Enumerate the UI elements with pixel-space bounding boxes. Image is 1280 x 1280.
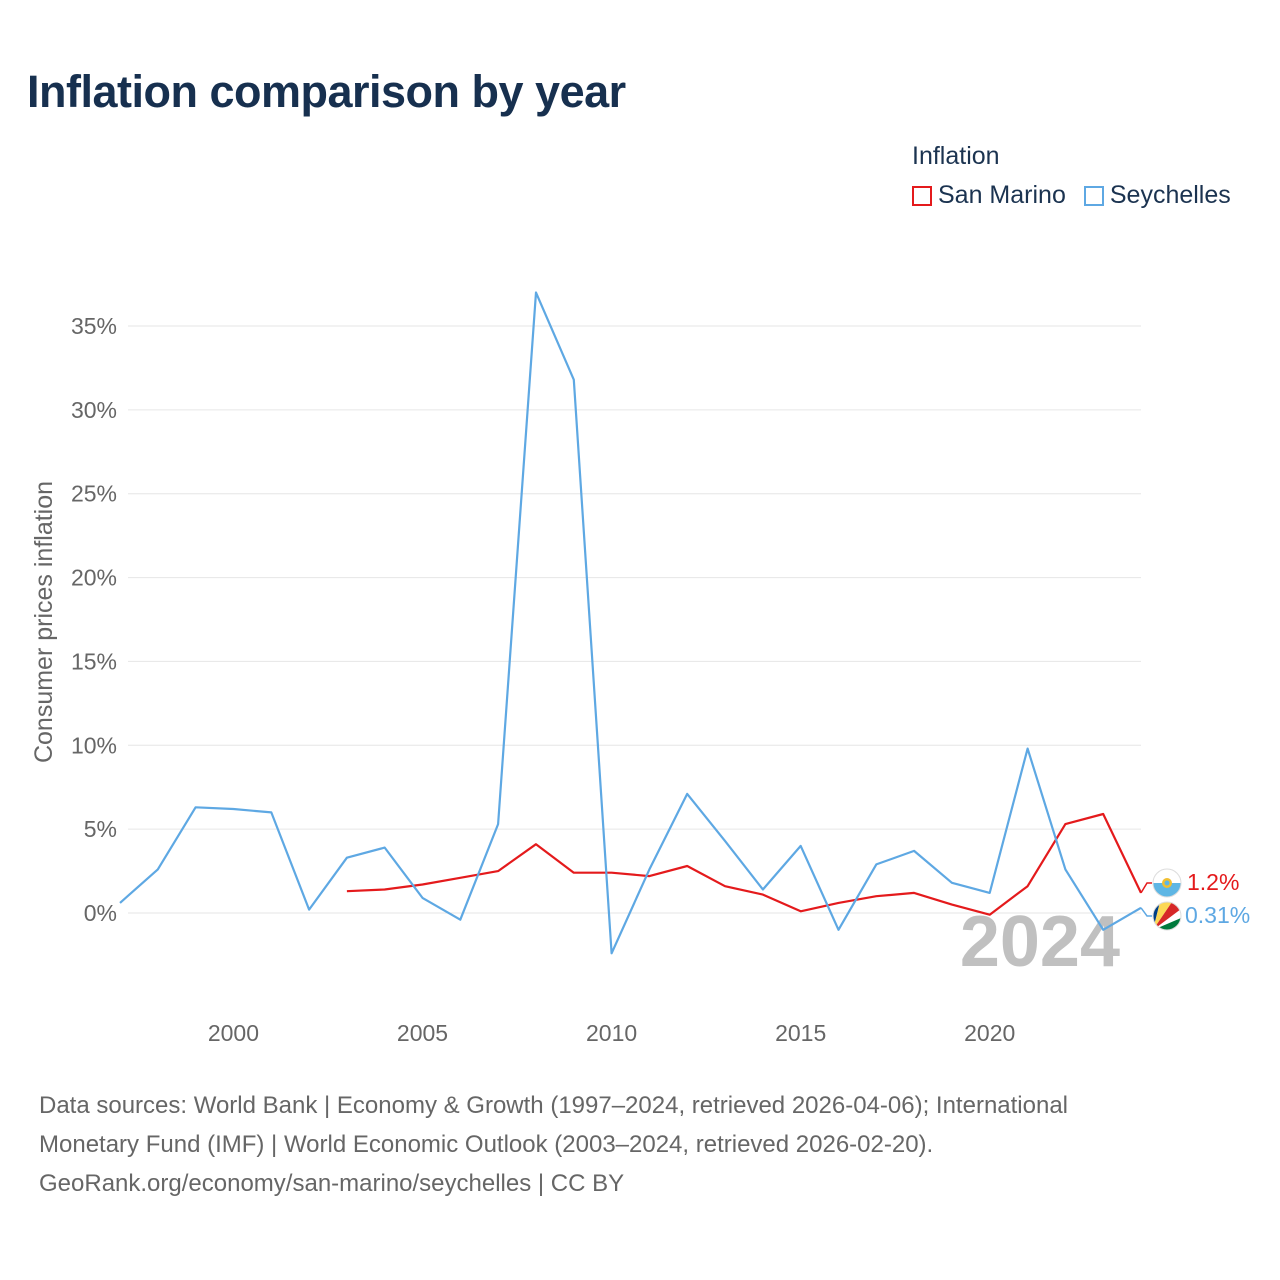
end-labels: 1.2% 0.31% (1140, 868, 1250, 931)
y-tick-label: 10% (71, 732, 117, 758)
x-tick-label: 2000 (208, 1020, 259, 1046)
x-tick-label: 2010 (586, 1020, 637, 1046)
y-axis-label: Consumer prices inflation (30, 481, 58, 763)
legend-label-seychelles: Seychelles (1109, 181, 1231, 209)
grid-lines (128, 325, 1141, 914)
x-tick-label: 2015 (775, 1020, 826, 1046)
legend-swatch-san-marino (912, 185, 932, 206)
y-tick-label: 0% (84, 900, 117, 926)
legend-title: Inflation (912, 142, 1000, 170)
legend: Inflation San Marino Seychelles (912, 142, 1272, 210)
x-tick-label: 2020 (964, 1020, 1015, 1046)
legend-item-san-marino[interactable]: San Marino (912, 181, 1066, 210)
y-axis-ticks: 0% 5% 10% 15% 20% 25% 30% 35% (71, 313, 117, 926)
x-axis-ticks: 2000 2005 2010 2015 2020 (208, 1020, 1015, 1046)
end-connector-seychelles (1140, 907, 1152, 917)
series-lines (119, 291, 1142, 955)
y-tick-label: 20% (71, 565, 117, 591)
end-connector-san-marino (1140, 882, 1152, 894)
san-marino-flag-icon (1152, 868, 1182, 898)
series-line-seychelles (119, 291, 1142, 955)
seychelles-flag-icon (1152, 901, 1182, 931)
chart-title: Inflation comparison by year (27, 66, 626, 117)
x-tick-label: 2005 (397, 1020, 448, 1046)
end-label-seychelles: 0.31% (1185, 902, 1250, 928)
source-line-2: Monetary Fund (IMF) | World Economic Out… (39, 1131, 934, 1158)
end-label-san-marino: 1.2% (1187, 869, 1239, 895)
y-tick-label: 30% (71, 397, 117, 423)
legend-label-san-marino: San Marino (938, 181, 1066, 209)
y-tick-label: 5% (84, 816, 117, 842)
y-tick-label: 15% (71, 648, 117, 674)
source-line-1: Data sources: World Bank | Economy & Gro… (39, 1092, 1069, 1119)
source-link[interactable]: GeoRank.org/economy/san-marino/seychelle… (39, 1170, 625, 1197)
y-tick-label: 35% (71, 313, 117, 339)
source-note: Data sources: World Bank | Economy & Gro… (39, 1086, 1239, 1203)
legend-swatch-seychelles (1083, 185, 1104, 206)
legend-item-seychelles[interactable]: Seychelles (1083, 181, 1231, 210)
y-tick-label: 25% (71, 481, 117, 507)
line-chart: 0%5%10%15%20%25%30%35% 2000 2005 2010 2015 2… (30, 291, 1250, 1046)
